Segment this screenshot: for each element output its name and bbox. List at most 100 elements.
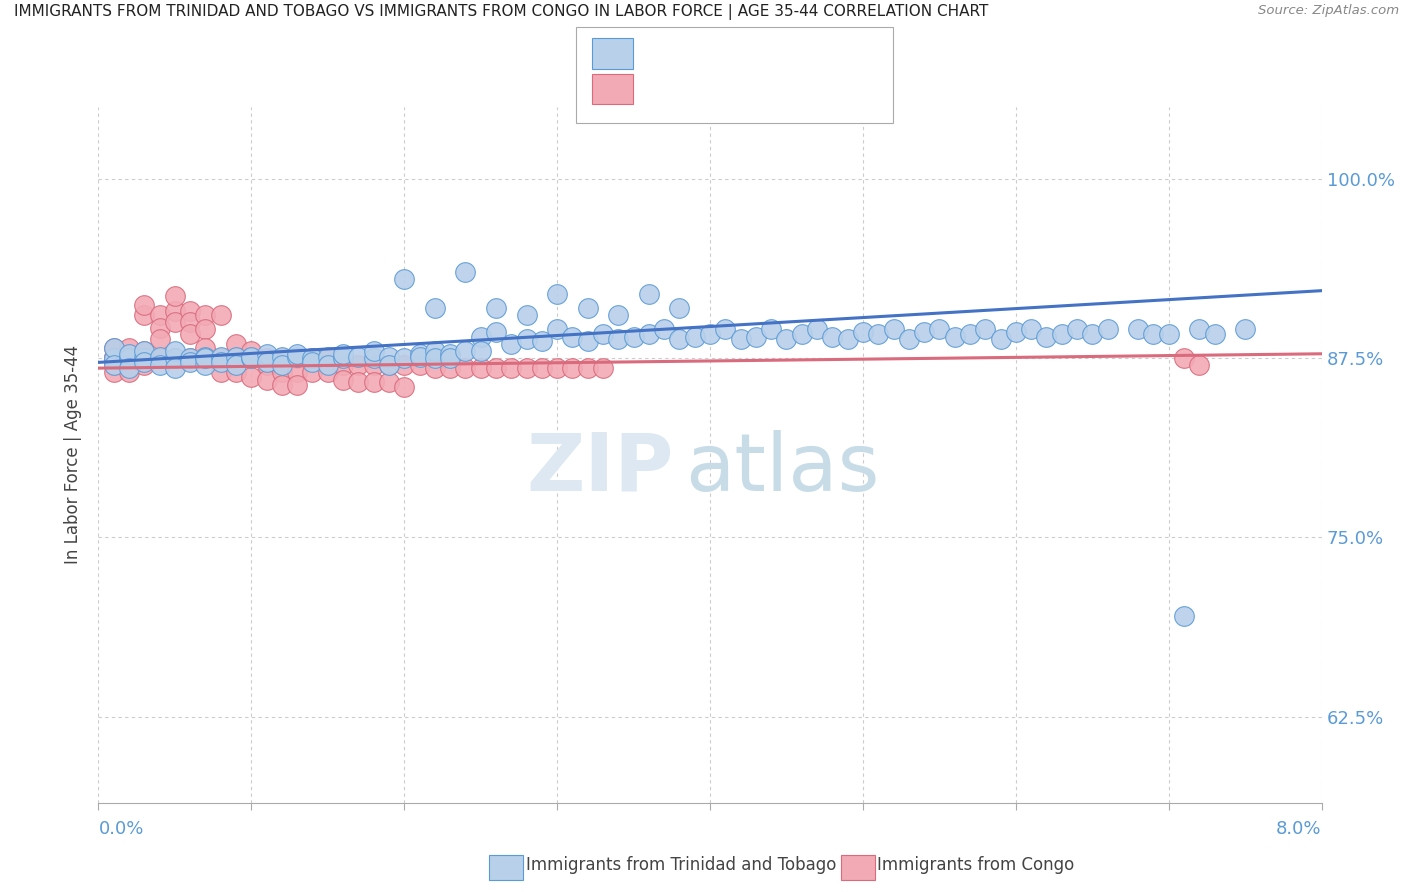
Point bbox=[332, 358, 354, 372]
Point bbox=[576, 301, 599, 315]
Text: 110: 110 bbox=[763, 45, 801, 62]
Point bbox=[225, 336, 247, 351]
Point bbox=[592, 326, 614, 341]
Point bbox=[561, 329, 583, 343]
Point bbox=[408, 347, 430, 361]
Point bbox=[623, 329, 645, 343]
Point bbox=[363, 343, 385, 358]
Point bbox=[163, 343, 186, 358]
Point bbox=[1019, 322, 1042, 336]
Point bbox=[347, 376, 370, 390]
Point bbox=[607, 333, 630, 347]
Point bbox=[103, 350, 125, 364]
Point bbox=[209, 355, 232, 369]
Point bbox=[285, 347, 308, 361]
Text: N =: N = bbox=[718, 45, 770, 62]
Point bbox=[1234, 322, 1257, 336]
Point bbox=[652, 322, 675, 336]
Point bbox=[470, 361, 492, 376]
Text: Immigrants from Congo: Immigrants from Congo bbox=[877, 856, 1074, 874]
Point bbox=[134, 343, 156, 358]
Point bbox=[546, 286, 568, 301]
Point bbox=[974, 322, 997, 336]
Point bbox=[179, 351, 201, 365]
Point bbox=[530, 334, 553, 348]
Point bbox=[1157, 326, 1180, 341]
Point bbox=[821, 329, 844, 343]
Point bbox=[883, 322, 905, 336]
Point bbox=[485, 301, 508, 315]
Point bbox=[408, 350, 430, 364]
Text: N =: N = bbox=[718, 80, 770, 98]
Point bbox=[240, 351, 263, 365]
Point bbox=[118, 366, 141, 380]
Point bbox=[607, 308, 630, 322]
Point bbox=[439, 347, 461, 361]
Point bbox=[118, 351, 141, 365]
Point bbox=[363, 376, 385, 390]
Point bbox=[240, 343, 263, 358]
Point bbox=[225, 358, 247, 372]
Point bbox=[1188, 322, 1211, 336]
Point bbox=[576, 334, 599, 348]
Point bbox=[1035, 329, 1057, 343]
Point bbox=[423, 351, 446, 365]
Point bbox=[134, 343, 156, 358]
Point bbox=[103, 358, 125, 372]
Point bbox=[501, 361, 523, 376]
Point bbox=[423, 343, 446, 358]
Point bbox=[1204, 326, 1226, 341]
Point bbox=[134, 308, 156, 322]
Point bbox=[561, 361, 583, 376]
Point bbox=[668, 333, 690, 347]
Point bbox=[1173, 351, 1195, 365]
Point bbox=[103, 351, 125, 365]
Point bbox=[118, 351, 141, 365]
Text: 8.0%: 8.0% bbox=[1277, 820, 1322, 838]
Point bbox=[103, 341, 125, 355]
Point bbox=[516, 308, 538, 322]
Point bbox=[1128, 322, 1150, 336]
Point bbox=[118, 347, 141, 361]
Point bbox=[118, 341, 141, 355]
Point bbox=[392, 380, 416, 394]
Point bbox=[270, 351, 294, 365]
Point bbox=[301, 351, 323, 365]
Point bbox=[149, 308, 172, 322]
Point bbox=[134, 355, 156, 369]
Point bbox=[806, 322, 828, 336]
Point bbox=[714, 322, 737, 336]
Point bbox=[149, 350, 172, 364]
Point bbox=[928, 322, 950, 336]
Point bbox=[637, 326, 661, 341]
Point bbox=[316, 358, 339, 372]
Text: 0.063: 0.063 bbox=[668, 80, 724, 98]
Point bbox=[209, 308, 232, 322]
Point bbox=[759, 322, 782, 336]
Point bbox=[225, 350, 247, 364]
Point bbox=[209, 350, 232, 364]
Point bbox=[194, 350, 217, 364]
Point bbox=[194, 351, 217, 365]
Point bbox=[990, 333, 1012, 347]
Point bbox=[270, 358, 294, 372]
Point bbox=[959, 326, 981, 341]
Point bbox=[439, 351, 461, 365]
Point bbox=[332, 373, 354, 387]
Point bbox=[439, 361, 461, 376]
Point bbox=[256, 373, 278, 387]
Text: R =: R = bbox=[638, 80, 678, 98]
Point bbox=[163, 289, 186, 303]
Point bbox=[316, 350, 339, 364]
Point bbox=[852, 325, 875, 339]
Text: 0.175: 0.175 bbox=[668, 45, 724, 62]
Point bbox=[179, 355, 201, 369]
Point bbox=[378, 350, 401, 364]
Point bbox=[378, 358, 401, 372]
Point bbox=[408, 358, 430, 372]
Point bbox=[576, 361, 599, 376]
Point bbox=[392, 351, 416, 365]
Point bbox=[118, 361, 141, 376]
Point bbox=[516, 333, 538, 347]
Point bbox=[470, 343, 492, 358]
